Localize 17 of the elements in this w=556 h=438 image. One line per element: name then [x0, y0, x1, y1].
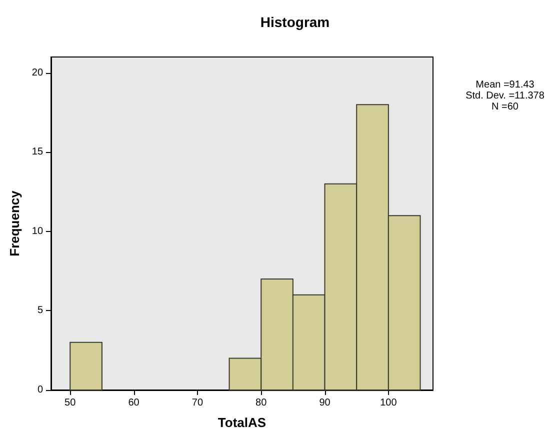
- y-axis-title: Frequency: [7, 190, 22, 256]
- x-tick-label: 90: [319, 398, 331, 408]
- text: N =60: [492, 102, 519, 112]
- x-tick-label: 60: [128, 398, 140, 408]
- y-tick-label: 15: [32, 146, 44, 158]
- y-tick-label: 10: [32, 226, 44, 237]
- x-tick-label: 70: [192, 398, 204, 408]
- x-axis-title: TotalAS: [218, 415, 266, 430]
- y-tick-label: 0: [37, 384, 44, 396]
- text: Mean =91.43: [476, 80, 535, 90]
- x-tick-label: 80: [256, 398, 268, 408]
- x-tick-label: 100: [380, 398, 398, 408]
- y-tick-label: 20: [32, 67, 44, 78]
- chart-title: Histogram: [260, 14, 330, 30]
- y-tick-label: 5: [37, 305, 44, 316]
- text: Std. Dev. =11.378: [466, 90, 545, 102]
- x-tick-label: 50: [64, 398, 76, 408]
